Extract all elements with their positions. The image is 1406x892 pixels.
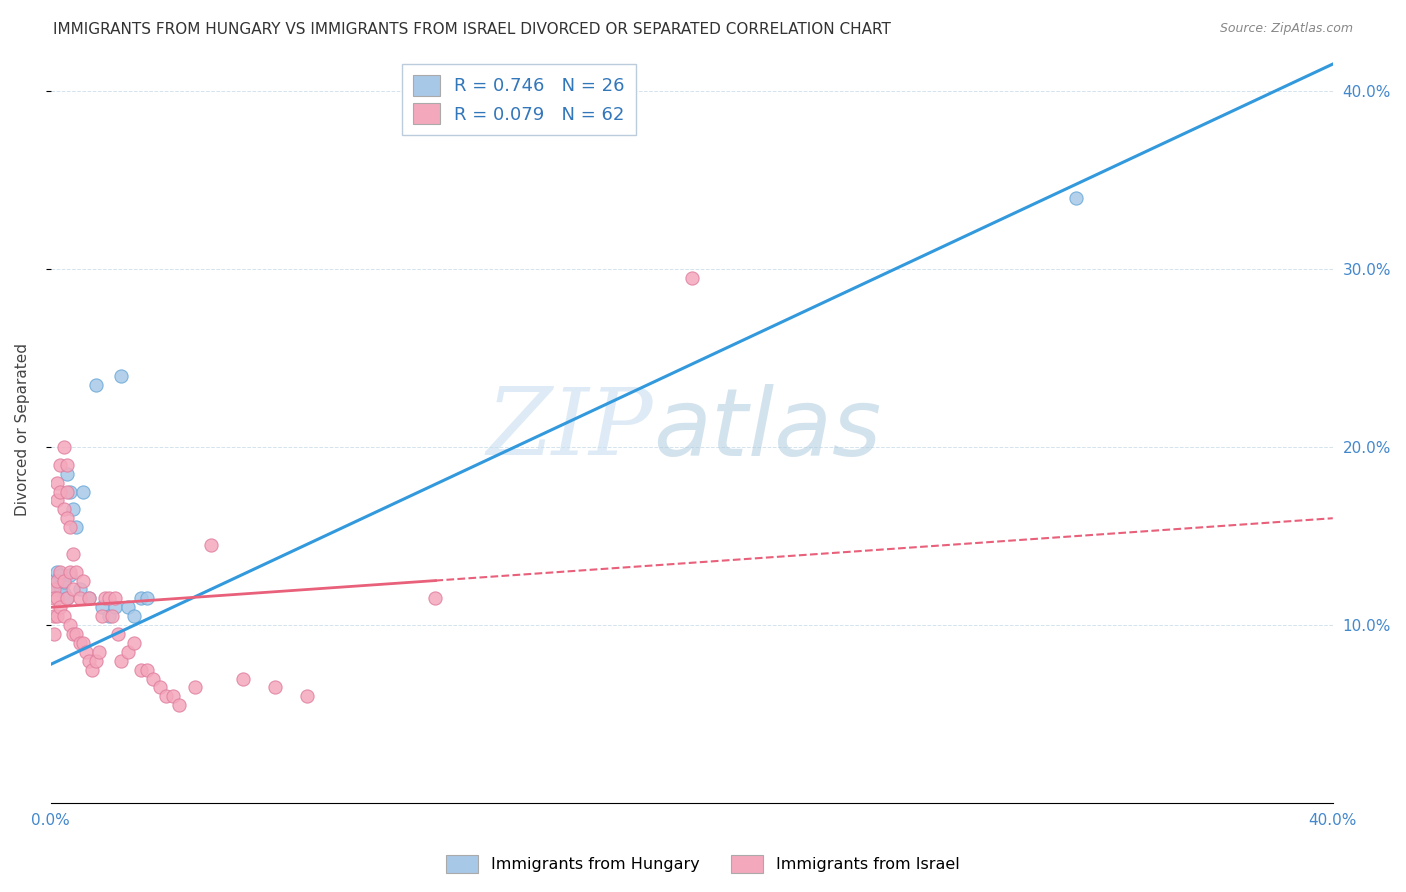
Legend: Immigrants from Hungary, Immigrants from Israel: Immigrants from Hungary, Immigrants from…	[440, 848, 966, 880]
Point	[79, 654, 101, 668]
Y-axis label: Divorced or Separated: Divorced or Separated	[15, 343, 30, 516]
Point	[107, 627, 129, 641]
Point	[72, 574, 94, 588]
Point	[129, 591, 152, 606]
Point	[104, 591, 127, 606]
Point	[142, 672, 165, 686]
Point	[59, 520, 82, 534]
Point	[52, 574, 75, 588]
Point	[46, 574, 69, 588]
Point	[100, 609, 122, 624]
Point	[72, 636, 94, 650]
Point	[46, 591, 69, 606]
Point	[62, 582, 84, 597]
Point	[59, 565, 82, 579]
Point	[79, 591, 101, 606]
Point	[62, 502, 84, 516]
Point	[49, 458, 72, 472]
Point	[136, 663, 159, 677]
Point	[167, 698, 190, 713]
Point	[56, 458, 79, 472]
Point	[117, 645, 139, 659]
Point	[84, 654, 107, 668]
Point	[200, 538, 222, 552]
Point	[42, 591, 65, 606]
Point	[65, 627, 87, 641]
Point	[56, 591, 79, 606]
Point	[69, 591, 91, 606]
Point	[42, 574, 65, 588]
Point	[232, 672, 254, 686]
Point	[87, 645, 110, 659]
Point	[49, 600, 72, 615]
Point	[72, 484, 94, 499]
Point	[69, 582, 91, 597]
Point	[52, 440, 75, 454]
Point	[104, 600, 127, 615]
Point	[69, 636, 91, 650]
Point	[59, 568, 82, 582]
Point	[94, 591, 117, 606]
Text: IMMIGRANTS FROM HUNGARY VS IMMIGRANTS FROM ISRAEL DIVORCED OR SEPARATED CORRELAT: IMMIGRANTS FROM HUNGARY VS IMMIGRANTS FR…	[53, 22, 891, 37]
Point	[52, 502, 75, 516]
Point	[62, 547, 84, 561]
Point	[49, 579, 72, 593]
Point	[65, 565, 87, 579]
Point	[52, 575, 75, 590]
Point	[122, 636, 145, 650]
Point	[59, 484, 82, 499]
Point	[297, 690, 319, 704]
Point	[42, 609, 65, 624]
Point	[49, 565, 72, 579]
Text: atlas: atlas	[654, 384, 882, 475]
Point	[46, 475, 69, 490]
Point	[129, 663, 152, 677]
Point	[56, 591, 79, 606]
Point	[136, 591, 159, 606]
Point	[184, 681, 207, 695]
Point	[82, 663, 104, 677]
Point	[49, 568, 72, 582]
Point	[42, 582, 65, 597]
Point	[56, 467, 79, 481]
Point	[84, 377, 107, 392]
Point	[49, 484, 72, 499]
Point	[110, 654, 132, 668]
Point	[46, 609, 69, 624]
Point	[75, 645, 97, 659]
Legend: R = 0.746   N = 26, R = 0.079   N = 62: R = 0.746 N = 26, R = 0.079 N = 62	[402, 64, 636, 135]
Point	[46, 582, 69, 597]
Point	[91, 600, 114, 615]
Point	[110, 368, 132, 383]
Point	[56, 511, 79, 525]
Point	[79, 591, 101, 606]
Point	[425, 591, 447, 606]
Point	[1066, 191, 1088, 205]
Point	[46, 493, 69, 508]
Point	[97, 591, 120, 606]
Point	[122, 609, 145, 624]
Point	[52, 609, 75, 624]
Point	[117, 600, 139, 615]
Point	[162, 690, 184, 704]
Point	[97, 609, 120, 624]
Point	[681, 270, 703, 285]
Point	[52, 586, 75, 600]
Point	[42, 627, 65, 641]
Point	[56, 484, 79, 499]
Point	[149, 681, 172, 695]
Point	[46, 565, 69, 579]
Point	[264, 681, 287, 695]
Text: Source: ZipAtlas.com: Source: ZipAtlas.com	[1219, 22, 1353, 36]
Text: ZIP: ZIP	[486, 384, 654, 475]
Point	[65, 520, 87, 534]
Point	[62, 627, 84, 641]
Point	[155, 690, 177, 704]
Point	[59, 618, 82, 632]
Point	[91, 609, 114, 624]
